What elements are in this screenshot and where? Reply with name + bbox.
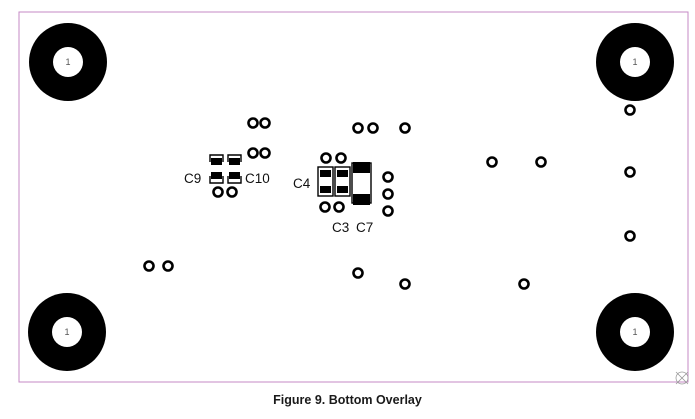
- via-pad: [399, 122, 411, 134]
- mounting-hole-bottom-right: 1: [596, 293, 674, 371]
- via-pad: [226, 186, 238, 198]
- c3-footprint: [334, 166, 351, 197]
- via-pad: [247, 147, 259, 159]
- via-pad: [624, 230, 636, 242]
- via-pad: [212, 186, 224, 198]
- via-pad: [162, 260, 174, 272]
- via-pad: [247, 117, 259, 129]
- via-pad: [624, 104, 636, 116]
- via-pad: [518, 278, 530, 290]
- mounting-hole-top-right: 1: [596, 23, 674, 101]
- mounting-hole-top-left: 1: [29, 23, 107, 101]
- via-pad: [143, 260, 155, 272]
- via-pad: [624, 166, 636, 178]
- via-pad: [320, 152, 332, 164]
- c9-footprint: [209, 154, 224, 184]
- via-pad: [399, 278, 411, 290]
- via-pad: [486, 156, 498, 168]
- designator-c10: C10: [245, 171, 270, 186]
- board-outline: [18, 11, 689, 383]
- designator-c3: C3: [332, 220, 349, 235]
- via-pad: [382, 171, 394, 183]
- via-pad: [319, 201, 331, 213]
- c10-footprint: [227, 154, 242, 184]
- via-pad: [352, 267, 364, 279]
- via-pad: [382, 188, 394, 200]
- c7-footprint: [351, 162, 372, 205]
- via-pad: [367, 122, 379, 134]
- via-pad: [335, 152, 347, 164]
- figure-caption: Figure 9. Bottom Overlay: [273, 393, 422, 407]
- via-pad: [352, 122, 364, 134]
- mounting-hole-label: 1: [65, 57, 70, 67]
- via-pad: [333, 201, 345, 213]
- designator-c7: C7: [356, 220, 373, 235]
- mounting-hole-label: 1: [632, 327, 637, 337]
- designator-c9: C9: [184, 171, 201, 186]
- designator-c4: C4: [293, 176, 311, 191]
- mounting-hole-bottom-left: 1: [28, 293, 106, 371]
- via-pad: [535, 156, 547, 168]
- via-pad: [259, 117, 271, 129]
- via-pads: [143, 104, 636, 290]
- c4-footprint: [317, 166, 334, 197]
- mounting-hole-label: 1: [64, 327, 69, 337]
- origin-marker: [675, 371, 689, 385]
- via-pad: [382, 205, 394, 217]
- via-pad: [259, 147, 271, 159]
- mounting-hole-label: 1: [632, 57, 637, 67]
